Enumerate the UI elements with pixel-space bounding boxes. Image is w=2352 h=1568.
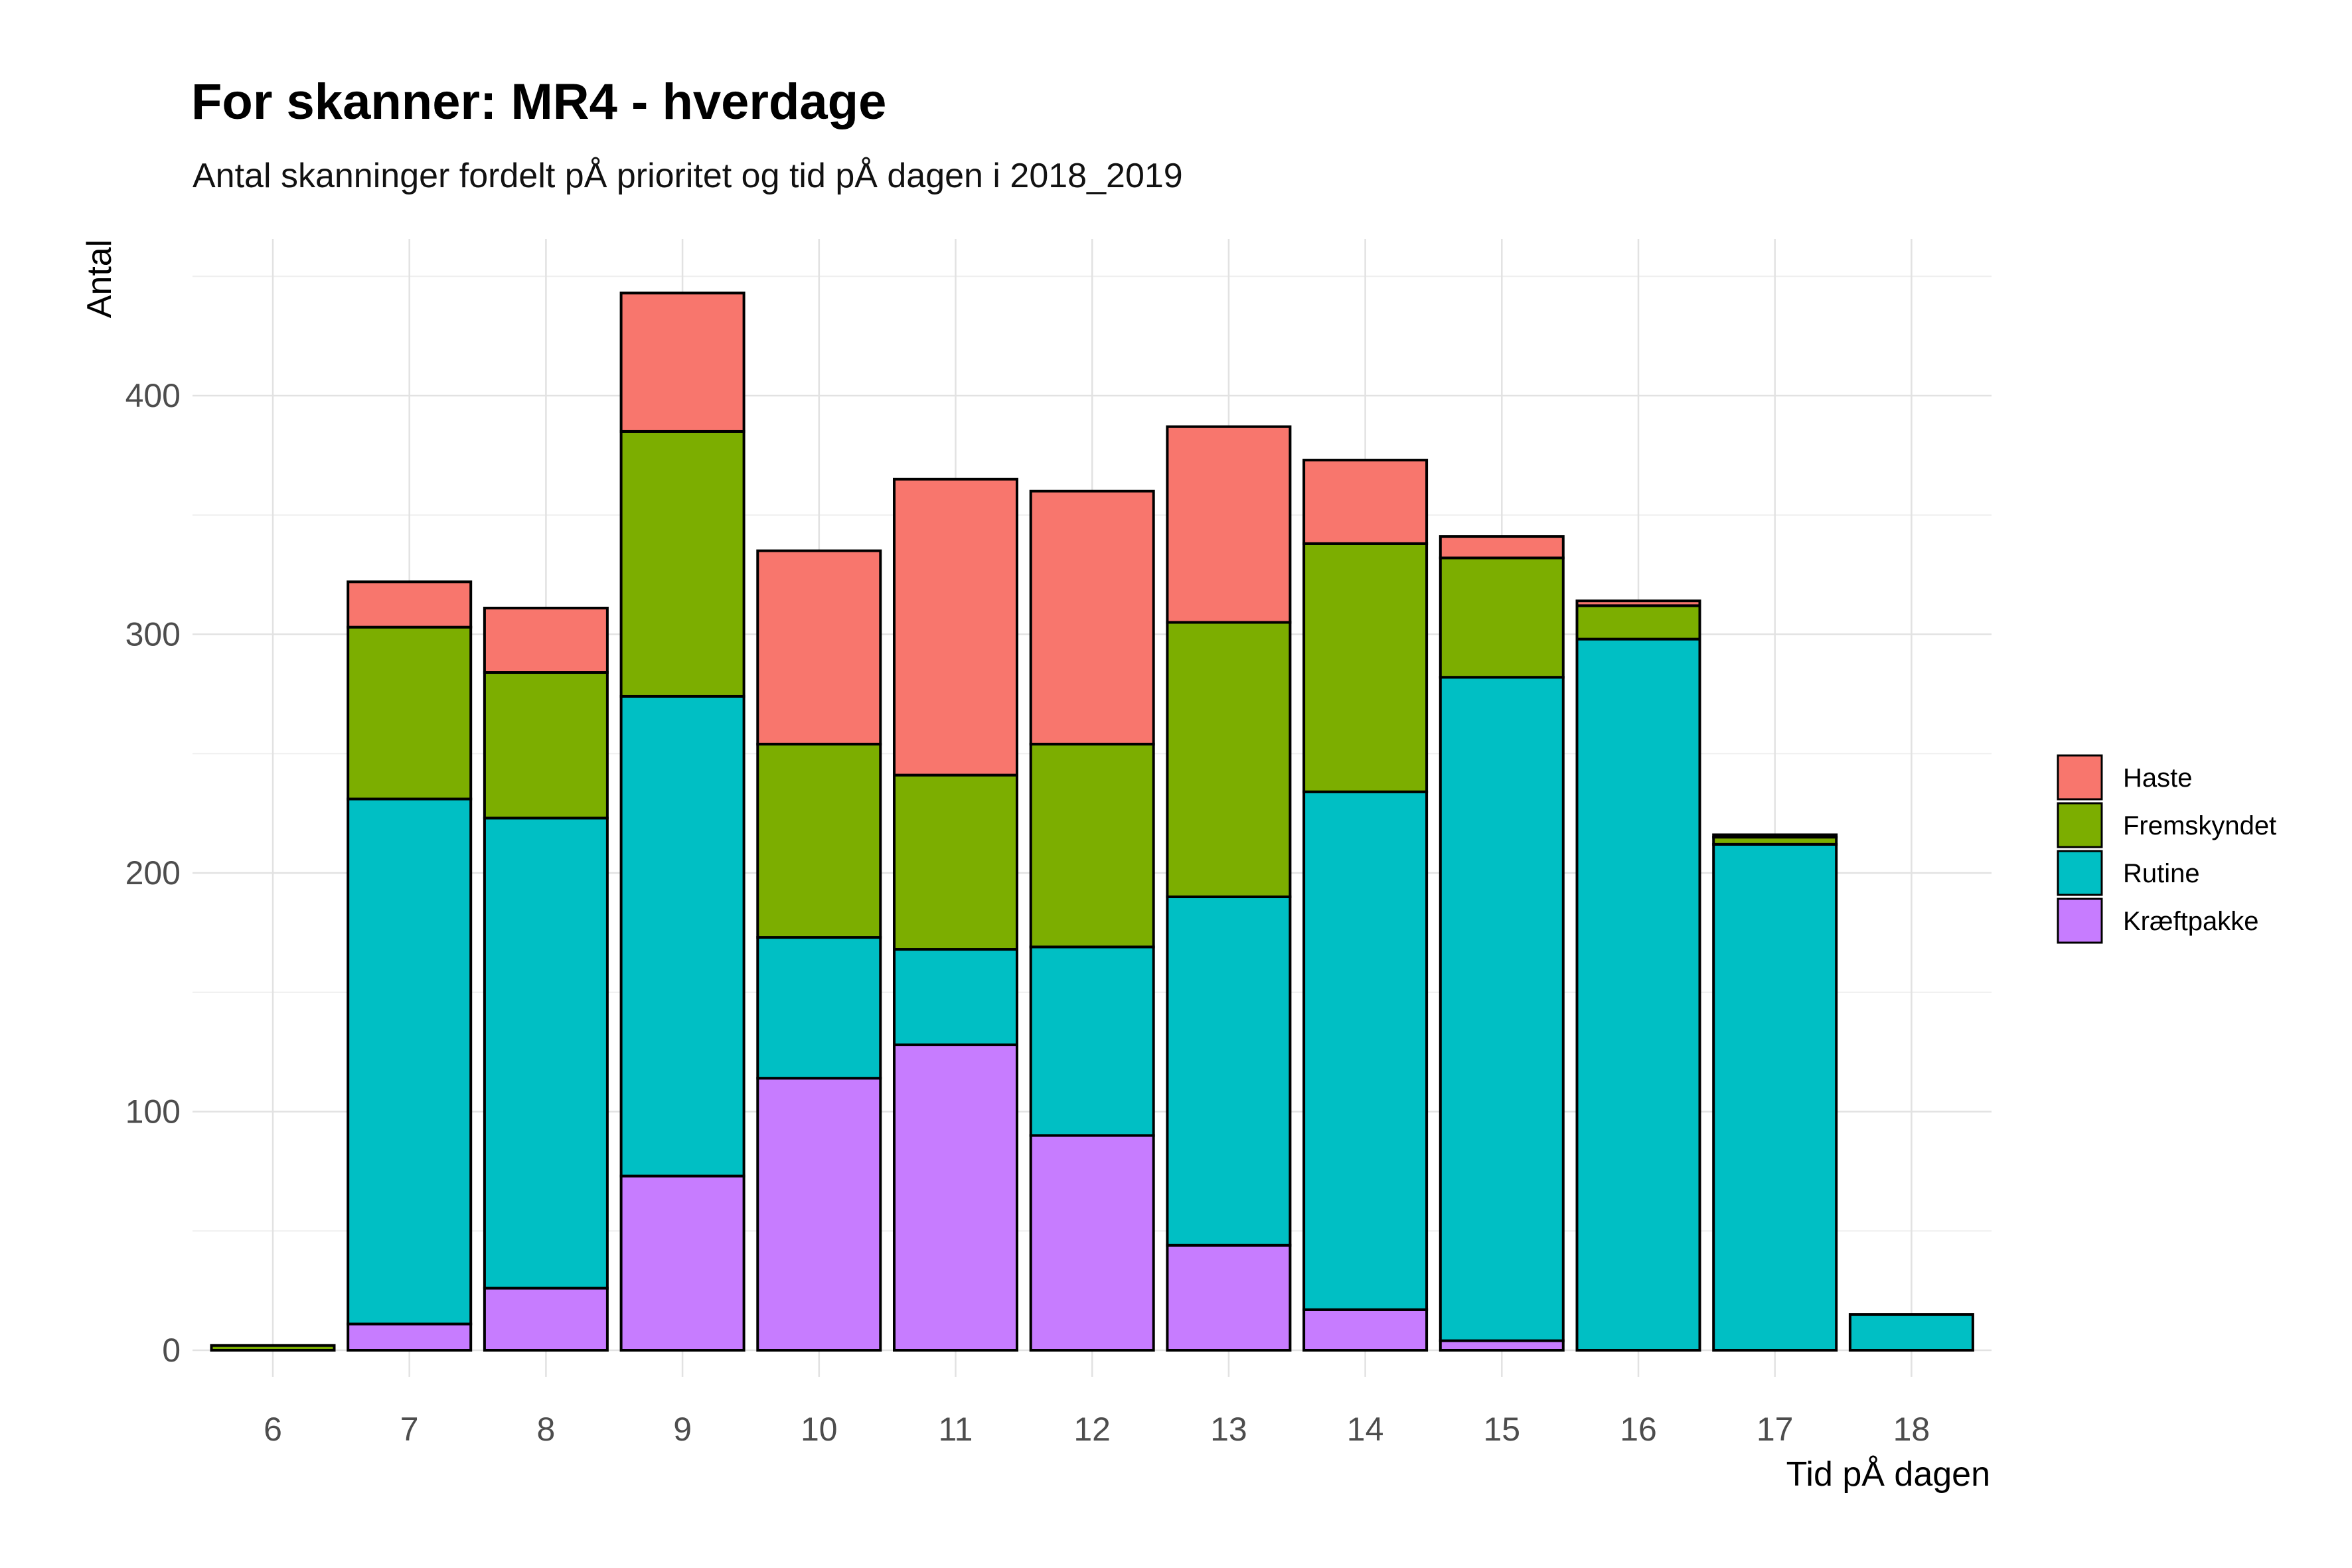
x-tick-label: 12 [1073, 1411, 1111, 1448]
bar-segment-kræftpakke-9 [619, 1174, 745, 1352]
x-tick-label: 7 [400, 1411, 419, 1448]
chart-title: For skanner: MR4 - hverdage [191, 74, 887, 130]
y-tick-label: 300 [125, 616, 181, 653]
y-tick-labels: 0 100 200 300 400 [125, 377, 181, 1369]
bar-segment-rutine-18 [1848, 1313, 1974, 1352]
legend-label: Haste [2123, 763, 2193, 793]
bar-segment-kræftpakke-11 [893, 1043, 1018, 1352]
x-tick-label: 14 [1347, 1411, 1384, 1448]
bar-segment-fremskyndet-16 [1575, 604, 1701, 641]
x-tick-label: 9 [673, 1411, 692, 1448]
bar-segment-rutine-9 [619, 694, 745, 1178]
x-tick-label: 17 [1757, 1411, 1794, 1448]
x-tick-label: 6 [264, 1411, 282, 1448]
legend-label: Rutine [2123, 859, 2200, 888]
legend: Haste Fremskyndet Rutine Kræftpakke [2057, 754, 2276, 944]
bar-segment-kræftpakke-15 [1439, 1339, 1565, 1352]
x-axis-title: Tid pÅ dagen [1786, 1455, 1990, 1494]
bar-segment-kræftpakke-14 [1302, 1308, 1429, 1352]
x-tick-labels: 6 7 8 9 10 11 12 13 14 15 16 17 18 [264, 1411, 1930, 1448]
bar-segment-fremskyndet-7 [347, 625, 473, 801]
x-tick-label: 8 [536, 1411, 555, 1448]
bar-segment-kræftpakke-7 [347, 1322, 473, 1352]
bar-segment-haste-14 [1302, 459, 1429, 545]
chart-subtitle: Antal skanninger fordelt pÅ prioritet og… [193, 157, 1183, 195]
bar-segment-fremskyndet-14 [1302, 542, 1429, 793]
bar-segment-rutine-7 [347, 797, 473, 1326]
bar-segment-kræftpakke-10 [756, 1077, 882, 1352]
y-tick-label: 400 [125, 377, 181, 414]
bar-segment-rutine-10 [756, 936, 882, 1080]
bar-segment-fremskyndet-13 [1166, 621, 1292, 898]
bar-segment-fremskyndet-8 [483, 671, 609, 820]
bar-segment-rutine-12 [1029, 945, 1155, 1137]
x-tick-label: 18 [1893, 1411, 1930, 1448]
legend-label: Kræftpakke [2123, 907, 2259, 936]
bar-segment-haste-7 [347, 580, 473, 629]
bar-segment-fremskyndet-15 [1439, 556, 1565, 679]
x-tick-label: 16 [1620, 1411, 1657, 1448]
y-tick-label: 200 [125, 854, 181, 892]
bar-segment-fremskyndet-6 [210, 1344, 336, 1352]
x-tick-label: 13 [1210, 1411, 1247, 1448]
y-tick-label: 0 [162, 1332, 181, 1369]
bar-segment-haste-15 [1439, 535, 1565, 560]
bar-segment-kræftpakke-12 [1029, 1134, 1155, 1352]
bar-segment-haste-10 [756, 549, 882, 745]
bars [210, 291, 1974, 1352]
x-tick-label: 10 [801, 1411, 838, 1448]
bar-segment-haste-11 [893, 477, 1018, 777]
bar-segment-kræftpakke-13 [1166, 1243, 1292, 1352]
bar-segment-haste-13 [1166, 425, 1292, 624]
legend-key-kræftpakke [2057, 898, 2103, 944]
legend-key-haste [2057, 754, 2103, 801]
bar-segment-kræftpakke-8 [483, 1287, 609, 1352]
bar-segment-haste-8 [483, 606, 609, 674]
legend-key-rutine [2057, 850, 2103, 896]
bar-segment-fremskyndet-12 [1029, 742, 1155, 949]
bar-segment-rutine-11 [893, 948, 1018, 1046]
bar-segment-haste-17 [1712, 833, 1838, 839]
bar-segment-rutine-8 [483, 817, 609, 1290]
x-tick-label: 11 [939, 1411, 973, 1448]
bar-segment-rutine-17 [1712, 842, 1838, 1352]
legend-label: Fremskyndet [2123, 811, 2276, 840]
x-tick-label: 15 [1483, 1411, 1520, 1448]
bar-segment-haste-16 [1575, 599, 1701, 607]
bar-segment-rutine-16 [1575, 637, 1701, 1352]
bar-segment-fremskyndet-10 [756, 742, 882, 939]
legend-key-fremskyndet [2057, 802, 2103, 848]
bar-segment-fremskyndet-11 [893, 773, 1018, 951]
bar-segment-rutine-14 [1302, 790, 1429, 1311]
bar-segment-rutine-15 [1439, 676, 1565, 1342]
y-tick-label: 100 [125, 1093, 181, 1131]
bar-segment-fremskyndet-9 [619, 430, 745, 698]
bar-segment-haste-9 [619, 291, 745, 433]
y-axis-title: Antal [80, 240, 119, 319]
bar-segment-haste-12 [1029, 489, 1155, 745]
bar-segment-rutine-13 [1166, 895, 1292, 1247]
